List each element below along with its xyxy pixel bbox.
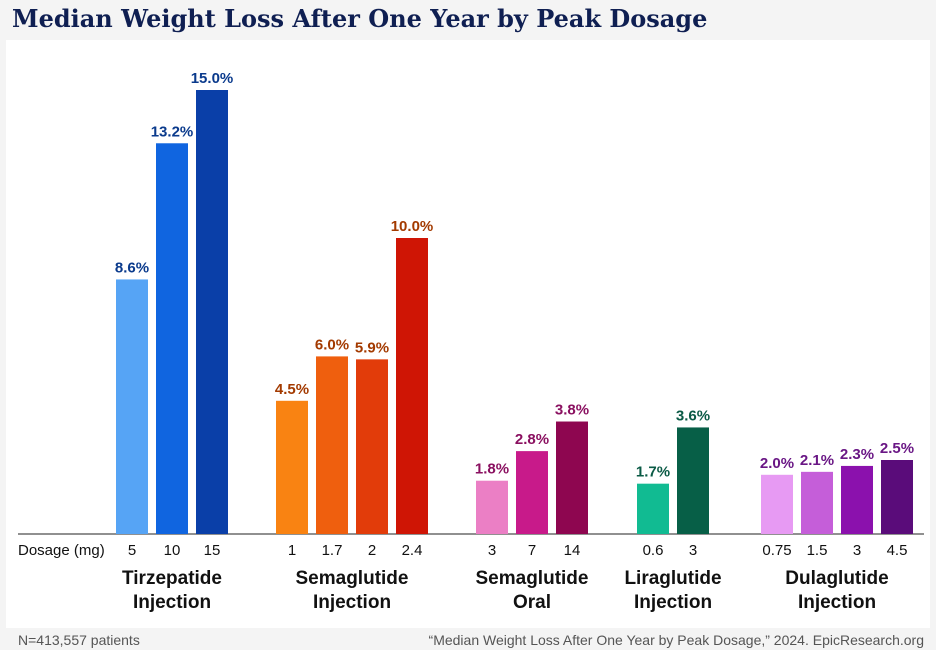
drug-group-label: Oral (513, 592, 551, 613)
bar-value-label: 5.9% (355, 339, 389, 356)
dose-tick-label: 0.75 (762, 542, 791, 559)
drug-group-label: Injection (634, 592, 712, 613)
drug-group-label: Injection (798, 592, 876, 613)
bar-value-label: 4.5% (275, 381, 309, 398)
drug-group-label: Tirzepatide (122, 568, 222, 589)
bar (556, 421, 588, 534)
dose-tick-label: 10 (164, 542, 181, 559)
dose-tick-label: 2.4 (402, 542, 423, 559)
dose-tick-label: 7 (528, 542, 536, 559)
bar-value-label: 2.5% (880, 440, 914, 457)
bar-value-label: 2.3% (840, 446, 874, 463)
bar-value-label: 2.0% (760, 455, 794, 472)
patient-count: N=413,557 patients (18, 632, 140, 648)
dose-tick-label: 2 (368, 542, 376, 559)
dose-tick-label: 14 (564, 542, 581, 559)
bar-value-label: 1.7% (636, 464, 670, 481)
bar (196, 90, 228, 534)
bar-value-label: 13.2% (151, 123, 194, 140)
bar-value-label: 2.8% (515, 431, 549, 448)
drug-group-label: Dulaglutide (785, 568, 888, 589)
bar (276, 400, 308, 534)
bar-value-label: 2.1% (800, 452, 834, 469)
bar (356, 359, 388, 534)
dose-tick-label: 15 (204, 542, 221, 559)
drug-group-label: Injection (313, 592, 391, 613)
bar (156, 143, 188, 534)
bar (801, 471, 833, 534)
dose-tick-label: 1.5 (807, 542, 828, 559)
dose-tick-label: 3 (689, 542, 697, 559)
dose-tick-label: 5 (128, 542, 136, 559)
drug-group-label: Semaglutide (476, 568, 589, 589)
dosage-axis-label: Dosage (mg) (18, 542, 105, 559)
bar (516, 451, 548, 534)
bar (637, 483, 669, 534)
bar (841, 465, 873, 534)
bar (761, 474, 793, 534)
bar (677, 427, 709, 534)
drug-group-label: Injection (133, 592, 211, 613)
dose-tick-label: 3 (488, 542, 496, 559)
bar (396, 238, 428, 534)
dose-tick-label: 3 (853, 542, 861, 559)
drug-group-label: Liraglutide (624, 568, 721, 589)
dose-tick-label: 1 (288, 542, 296, 559)
bar-value-label: 10.0% (391, 218, 434, 235)
source-citation: “Median Weight Loss After One Year by Pe… (428, 632, 924, 648)
bar-value-label: 3.6% (676, 407, 710, 424)
bar-value-label: 15.0% (191, 70, 234, 87)
bar-value-label: 6.0% (315, 336, 349, 353)
bar-value-label: 8.6% (115, 259, 149, 276)
chart-title: Median Weight Loss After One Year by Pea… (12, 4, 708, 33)
bar (116, 279, 148, 534)
dose-tick-label: 0.6 (643, 542, 664, 559)
bar-value-label: 3.8% (555, 402, 589, 419)
bar-value-label: 1.8% (475, 461, 509, 478)
drug-group-label: Semaglutide (296, 568, 409, 589)
dose-tick-label: 1.7 (322, 542, 343, 559)
bar (476, 480, 508, 534)
bar (316, 356, 348, 534)
dose-tick-label: 4.5 (887, 542, 908, 559)
bar (881, 460, 913, 534)
